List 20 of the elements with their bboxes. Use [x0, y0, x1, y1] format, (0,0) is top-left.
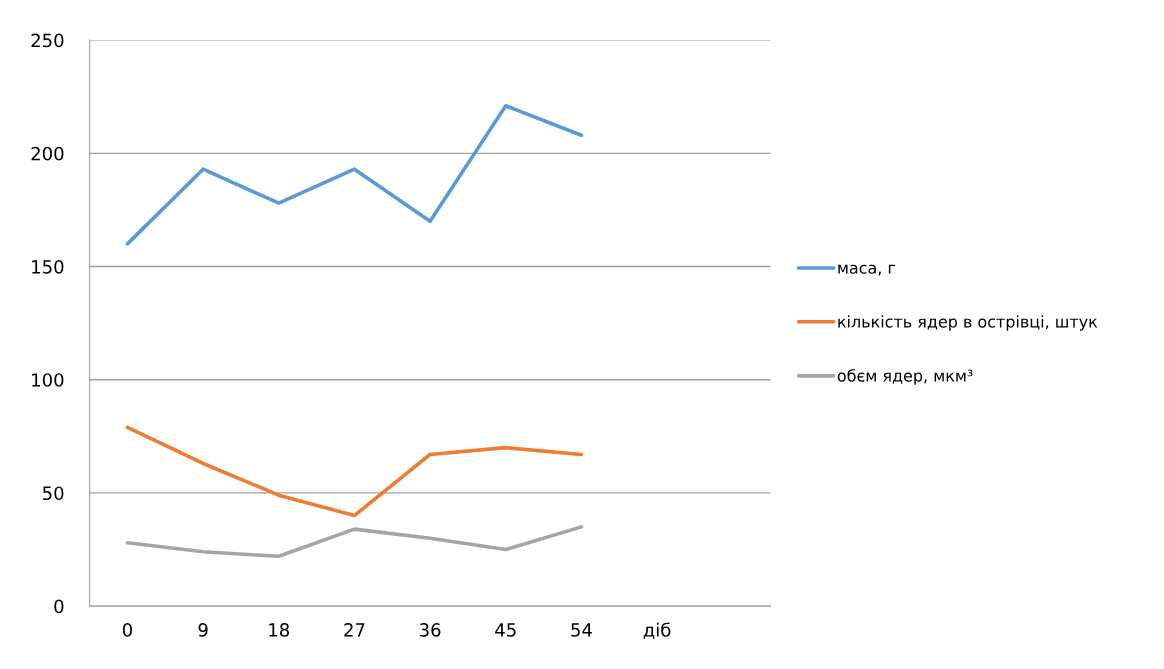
x-tick-label: 18	[269, 623, 290, 637]
line-series	[125, 425, 584, 518]
x-tick-label: 0	[122, 623, 132, 637]
x-tick-label: 36	[419, 623, 441, 637]
line-series	[125, 525, 584, 559]
x-tick-label: 9	[198, 623, 208, 637]
y-tick-label: 50	[43, 486, 64, 501]
y-tick-label: 200	[31, 146, 64, 161]
x-tick-label: діб	[643, 622, 671, 639]
y-tick-label: 150	[32, 259, 64, 274]
legend-label: маса, г	[838, 264, 896, 276]
x-tick-label: 27	[344, 623, 365, 637]
legend-label: обєм ядер, мкм³	[837, 369, 973, 385]
x-tick-label: 54	[571, 623, 592, 637]
y-tick-label: 100	[32, 373, 64, 387]
y-tick-label: 250	[31, 33, 64, 48]
legend-label: кількість ядер в острівці, штук	[838, 315, 1098, 331]
x-tick-label: 45	[495, 623, 516, 637]
y-tick-label: 0	[54, 599, 64, 614]
line-series	[125, 103, 584, 246]
